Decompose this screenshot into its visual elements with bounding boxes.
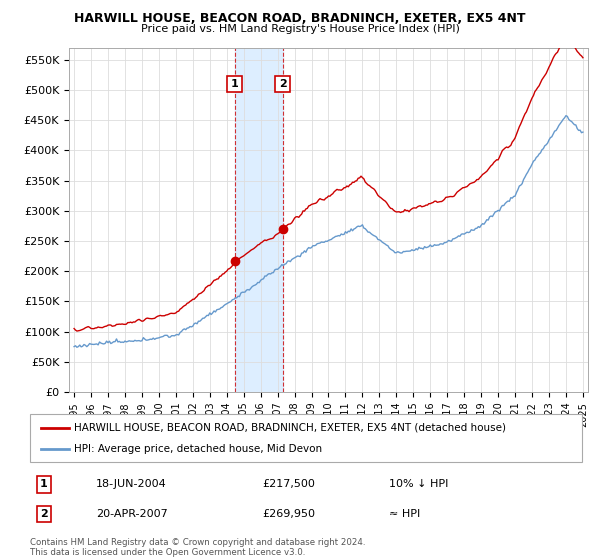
Text: 18-JUN-2004: 18-JUN-2004 bbox=[96, 479, 167, 489]
Text: Contains HM Land Registry data © Crown copyright and database right 2024.
This d: Contains HM Land Registry data © Crown c… bbox=[30, 538, 365, 557]
Text: £217,500: £217,500 bbox=[262, 479, 315, 489]
Text: £269,950: £269,950 bbox=[262, 509, 315, 519]
Text: ≈ HPI: ≈ HPI bbox=[389, 509, 420, 519]
Text: 10% ↓ HPI: 10% ↓ HPI bbox=[389, 479, 448, 489]
Text: Price paid vs. HM Land Registry's House Price Index (HPI): Price paid vs. HM Land Registry's House … bbox=[140, 24, 460, 34]
Bar bbox=[235, 48, 283, 392]
Text: 20-APR-2007: 20-APR-2007 bbox=[96, 509, 168, 519]
Text: HPI: Average price, detached house, Mid Devon: HPI: Average price, detached house, Mid … bbox=[74, 444, 322, 454]
Text: 1: 1 bbox=[40, 479, 47, 489]
Text: HARWILL HOUSE, BEACON ROAD, BRADNINCH, EXETER, EX5 4NT: HARWILL HOUSE, BEACON ROAD, BRADNINCH, E… bbox=[74, 12, 526, 25]
Text: 1: 1 bbox=[230, 79, 238, 89]
FancyBboxPatch shape bbox=[30, 414, 582, 462]
Text: HARWILL HOUSE, BEACON ROAD, BRADNINCH, EXETER, EX5 4NT (detached house): HARWILL HOUSE, BEACON ROAD, BRADNINCH, E… bbox=[74, 423, 506, 433]
Text: 2: 2 bbox=[279, 79, 287, 89]
Text: 2: 2 bbox=[40, 509, 47, 519]
